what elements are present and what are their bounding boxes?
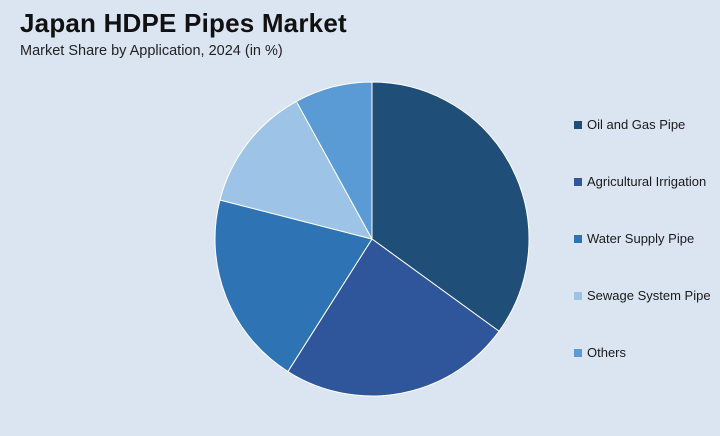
legend-swatch [574,120,582,129]
chart-title: Japan HDPE Pipes Market [20,8,347,38]
legend-item: Water Supply Pipe [574,231,694,246]
legend-item: Others [574,345,626,360]
pie-slice-water-supply-pipe [214,199,373,373]
chart-subtitle: Market Share by Application, 2024 (in %) [20,43,283,59]
legend-label: Water Supply Pipe [587,231,695,246]
legend-label: Sewage System Pipe [587,288,711,303]
chart-legend: Oil and Gas Pipe Agricultural Irrigation W… [574,0,720,436]
legend-item: Sewage System Pipe [574,288,711,303]
legend-label: Oil and Gas Pipe [587,117,686,132]
legend-item: Oil and Gas Pipe [574,117,685,132]
legend-swatch [574,234,582,243]
pie-slice-agricultural-irrigation [287,238,500,397]
legend-label: Others [587,345,627,360]
pie-slice-sewage-system-pipe [219,100,373,240]
legend-swatch [574,291,582,300]
pie-slice-others [295,81,373,240]
legend-item: Agricultural Irrigation [574,174,706,189]
pie-slice-oil-and-gas-pipe [371,81,530,332]
legend-swatch [574,177,582,186]
legend-label: Agricultural Irrigation [587,174,707,189]
legend-swatch [574,348,582,357]
